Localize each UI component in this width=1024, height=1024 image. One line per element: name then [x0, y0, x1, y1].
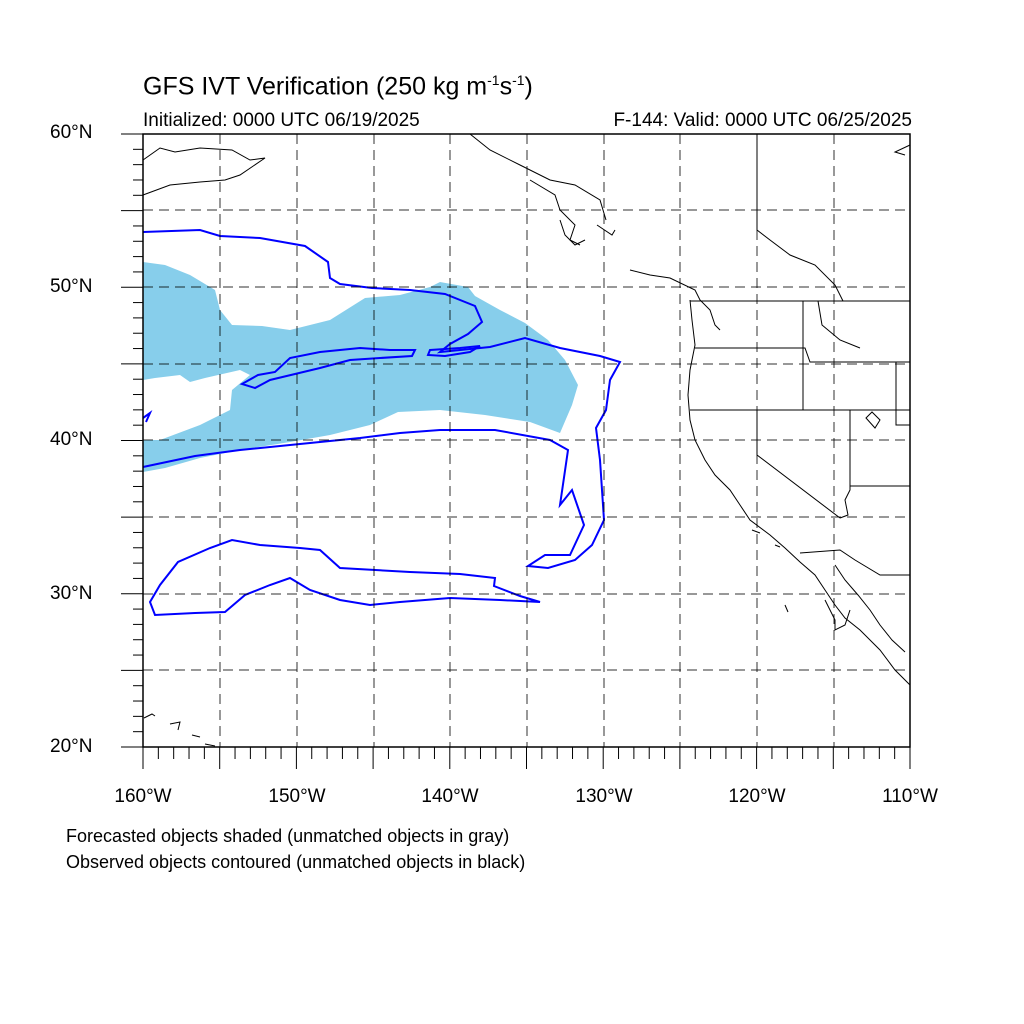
observed-ivt-contour-large	[142, 228, 622, 570]
forecast-note: Forecasted objects shaded (unmatched obj…	[66, 826, 510, 846]
observed-note: Observed objects contoured (unmatched ob…	[66, 852, 526, 872]
coastlines	[142, 133, 911, 747]
valid-time: F-144: Valid: 0000 UTC 06/25/2025	[613, 110, 912, 131]
lat-label-40n: 40°N	[50, 429, 93, 450]
lon-label-150w: 150°W	[268, 786, 326, 807]
forecast-ivt-object	[143, 262, 578, 472]
lat-label-60n: 60°N	[50, 122, 93, 143]
initialized-time: Initialized: 0000 UTC 06/19/2025	[143, 110, 420, 131]
observed-ivt-contour-mid	[426, 345, 481, 358]
map-title: GFS IVT Verification (250 kg m-1s-1)	[143, 72, 533, 101]
observed-ivt-small-lobe	[142, 410, 153, 423]
axis-ticks	[121, 133, 911, 769]
observed-ivt-contour-inner	[239, 346, 417, 390]
lon-label-120w: 120°W	[728, 786, 786, 807]
lat-label-30n: 30°N	[50, 583, 93, 604]
political-borders	[690, 134, 910, 576]
lat-label-20n: 20°N	[50, 736, 93, 757]
observed-ivt-contour-south	[148, 538, 541, 617]
lon-label-130w: 130°W	[575, 786, 633, 807]
lon-label-160w: 160°W	[114, 786, 172, 807]
lat-label-50n: 50°N	[50, 276, 93, 297]
lon-label-140w: 140°W	[421, 786, 479, 807]
lon-label-110w: 110°W	[882, 786, 938, 807]
